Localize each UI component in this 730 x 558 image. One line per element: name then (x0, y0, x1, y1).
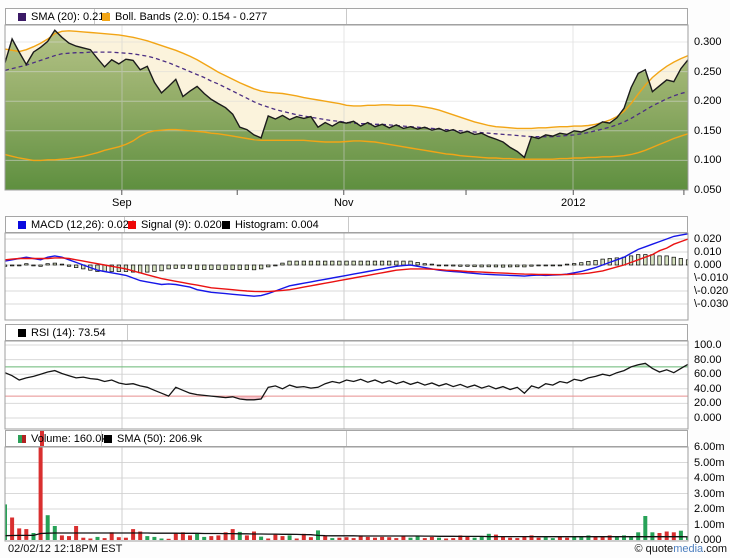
legend-item-macd: MACD (12,26): 0.024 (18, 219, 135, 231)
volume-sma-swatch-icon (104, 434, 112, 443)
x-axis-label: Nov (333, 197, 354, 209)
macd-line (5, 233, 688, 297)
legend-label: Volume: 160.0k (31, 432, 107, 445)
legend-label: SMA (50): 206.9k (117, 432, 202, 445)
macd-gridlines (5, 233, 688, 320)
volume-ytick-label: 5.00m (694, 456, 725, 469)
macd-ytick-label: 0.020 (694, 233, 722, 245)
volume-ytick-label: 3.00m (694, 487, 725, 500)
histogram-swatch-icon (222, 220, 230, 229)
rsi-ytick-label: 0.000 (694, 412, 722, 424)
volume-swatch-icon (18, 434, 26, 443)
rsi-line (5, 362, 688, 401)
macd-ytick-label: \-0.010 (694, 272, 729, 284)
x-axis-label: Sep (111, 197, 132, 209)
volume-ytick-label: 4.00m (694, 472, 725, 484)
price-ytick-label: 0.200 (694, 95, 722, 108)
volume-ytick-label: 6.00m (694, 441, 725, 453)
price-ytick-label: 0.050 (694, 184, 722, 196)
rsi-gridlines (5, 341, 688, 429)
macd-ytick-label: \-0.020 (694, 285, 729, 297)
bollinger-lower-line (5, 128, 688, 162)
legend-item-histogram: Histogram: 0.004 (222, 219, 319, 231)
volume-plot (5, 447, 688, 541)
price-panel-border (4, 24, 689, 191)
legend-label: Boll. Bands (2.0): 0.154 - 0.277 (115, 10, 268, 23)
volume-panel-border (4, 446, 689, 542)
price-ytick-label: 0.250 (694, 65, 722, 78)
x-axis-label: 2012 (561, 197, 586, 209)
macd-ytick-label: \-0.030 (694, 298, 729, 310)
volume-ytick-label: 1.00m (694, 518, 725, 531)
sma20-swatch-icon (18, 12, 26, 21)
volume-spike-overflow (39, 431, 44, 446)
legend-divider (124, 217, 125, 232)
copyright: © quotemedia.com (634, 543, 727, 555)
macd-ytick-label: 0.010 (694, 246, 722, 258)
signal-swatch-icon (128, 220, 136, 229)
signal-line (5, 238, 688, 293)
rsi-ytick-label: 80.00 (694, 353, 722, 366)
volume-ytick-label: 2.00m (694, 503, 725, 515)
legend-item-volume-sma: SMA (50): 206.9k (104, 433, 202, 445)
legend-item-bollinger: Boll. Bands (2.0): 0.154 - 0.277 (102, 11, 267, 23)
bollinger-swatch-icon (102, 12, 110, 21)
price-area-fill (5, 30, 688, 190)
macd-swatch-icon (18, 220, 26, 229)
rsi-ytick-label: 100.0 (694, 339, 722, 351)
copyright-prefix: © quote (634, 543, 674, 555)
price-plot (5, 25, 688, 190)
bollinger-upper-line (5, 30, 688, 130)
volume-sma-line (5, 532, 688, 538)
rsi-plot (5, 362, 688, 401)
macd-plot (5, 233, 688, 297)
legend-label: RSI (14): 73.54 (31, 326, 106, 339)
legend-divider (346, 431, 347, 446)
copyright-suffix: .com (703, 543, 727, 555)
legend-item-sma20: SMA (20): 0.216 (18, 11, 111, 23)
price-ytick-label: 0.100 (694, 154, 722, 167)
rsi-ytick-label: 40.00 (694, 382, 722, 395)
legend-item-rsi: RSI (14): 73.54 (18, 327, 106, 339)
quotemedia-brand[interactable]: media (673, 543, 704, 555)
rsi-ytick-label: 20.00 (694, 397, 722, 410)
legend-item-volume: Volume: 160.0k (18, 433, 107, 445)
price-line (5, 29, 688, 159)
legend-label: SMA (20): 0.216 (31, 10, 111, 23)
legend-divider (94, 9, 95, 24)
legend-divider (348, 217, 349, 232)
price-ytick-label: 0.300 (694, 36, 722, 48)
rsi-swatch-icon (18, 328, 26, 337)
rsi-ytick-label: 60.00 (694, 368, 722, 381)
legend-label: Signal (9): 0.020 (141, 218, 222, 231)
legend-divider (127, 325, 128, 340)
volume-legend: Volume: 160.0k SMA (50): 206.9k (5, 430, 688, 447)
legend-label: MACD (12,26): 0.024 (31, 218, 135, 231)
legend-divider (101, 431, 102, 446)
histogram-bars (5, 254, 688, 274)
timestamp: 02/02/12 12:18PM EST (8, 543, 123, 555)
price-ytick-label: 0.150 (694, 124, 722, 137)
sma20-line (5, 51, 688, 138)
macd-ytick-label: 0.000 (694, 259, 722, 271)
rsi-panel-border (4, 340, 689, 430)
legend-divider (346, 9, 347, 24)
legend-item-signal: Signal (9): 0.020 (128, 219, 222, 231)
legend-label: Histogram: 0.004 (235, 218, 319, 231)
volume-ytick-label: 0.000 (694, 534, 722, 546)
macd-panel-border (4, 232, 689, 321)
